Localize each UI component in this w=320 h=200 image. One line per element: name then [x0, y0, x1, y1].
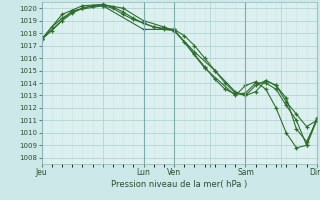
X-axis label: Pression niveau de la mer( hPa ): Pression niveau de la mer( hPa ) — [111, 180, 247, 189]
